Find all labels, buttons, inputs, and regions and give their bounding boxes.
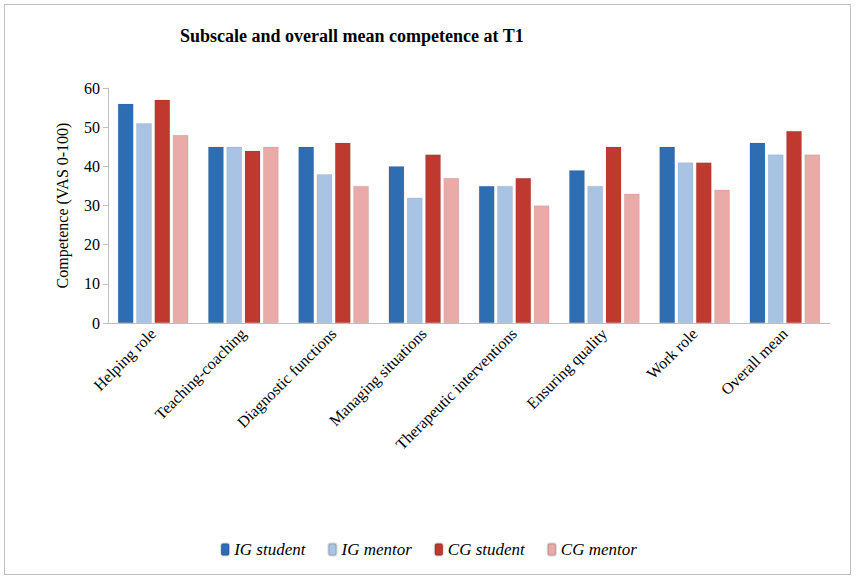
svg-text:Ensuring quality: Ensuring quality <box>523 325 611 413</box>
svg-text:30: 30 <box>84 197 100 214</box>
svg-text:CG student: CG student <box>448 540 526 559</box>
svg-text:Managing situations: Managing situations <box>326 325 431 430</box>
svg-text:Therapeutic interventions: Therapeutic interventions <box>392 325 521 454</box>
svg-text:Competence (VAS 0-100): Competence (VAS 0-100) <box>54 123 72 289</box>
svg-text:Work role: Work role <box>643 325 700 382</box>
svg-text:Subscale and overall mean comp: Subscale and overall mean competence at … <box>180 26 524 46</box>
svg-text:Overall mean: Overall mean <box>718 325 791 398</box>
svg-text:20: 20 <box>84 236 100 253</box>
svg-text:CG mentor: CG mentor <box>561 540 637 559</box>
svg-text:IG mentor: IG mentor <box>340 540 412 559</box>
svg-text:Helping role: Helping role <box>90 325 160 395</box>
svg-text:IG student: IG student <box>233 540 307 559</box>
svg-text:10: 10 <box>84 275 100 292</box>
svg-text:60: 60 <box>84 80 100 97</box>
svg-text:Teaching-coaching: Teaching-coaching <box>152 325 251 424</box>
svg-text:0: 0 <box>92 315 100 332</box>
svg-text:40: 40 <box>84 158 100 175</box>
svg-text:Diagnostic functions: Diagnostic functions <box>234 325 341 432</box>
svg-text:50: 50 <box>84 119 100 136</box>
